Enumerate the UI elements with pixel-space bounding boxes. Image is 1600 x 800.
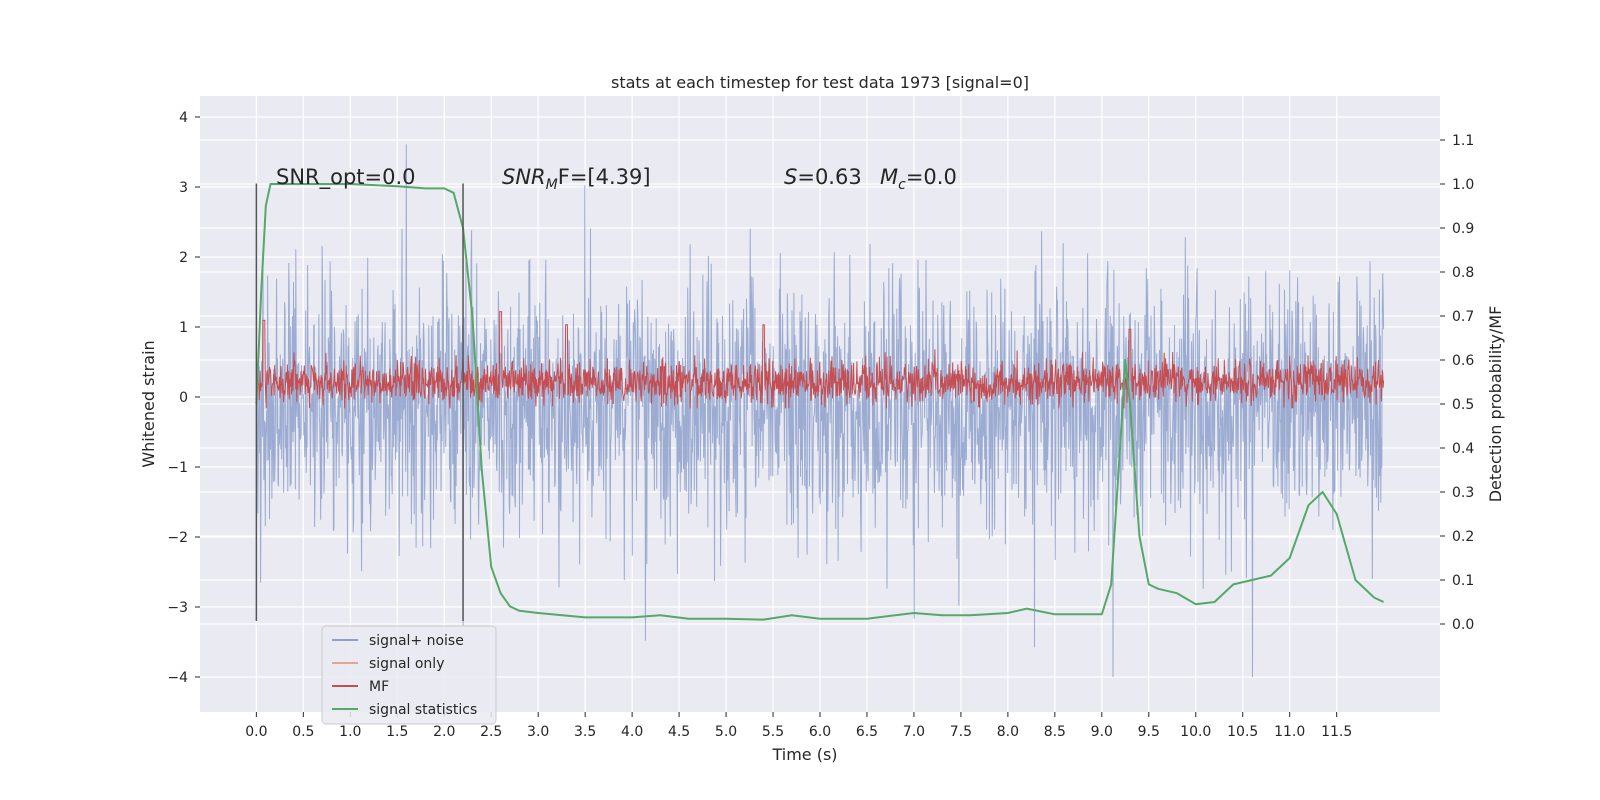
legend-box <box>321 625 497 725</box>
x-tick-label: 11.5 <box>1321 724 1352 740</box>
vertical-markers <box>255 183 464 621</box>
y-tick-label: −3 <box>167 600 188 616</box>
x-tick-label: 5.0 <box>715 724 737 740</box>
legend: signal+ noise signal only MF signal stat… <box>321 625 497 725</box>
x-tick-label: 1.5 <box>386 724 408 740</box>
annotation-snr-opt: SNR_opt=0.0 <box>276 165 416 190</box>
y2-axis-label: Detection probability/MF <box>1486 306 1505 503</box>
series-signal-noise <box>255 144 1385 678</box>
annotation-s-value: =0.63 <box>797 165 861 189</box>
x-tick-label: 6.5 <box>856 724 878 740</box>
y2-tick-label: 1.0 <box>1452 177 1474 193</box>
x-tick-label: 2.0 <box>433 724 455 740</box>
y2-tick-label: 0.9 <box>1452 221 1474 237</box>
legend-label-signal-statistics: signal statistics <box>369 702 477 718</box>
x-tick-label: 9.0 <box>1091 724 1113 740</box>
y-tick-label: 1 <box>179 320 188 336</box>
grid-lines <box>200 96 1440 712</box>
y-tick-label: −2 <box>167 530 188 546</box>
annotation-snr-mf-value: F=[4.39] <box>558 165 651 189</box>
y-axis-ticks: 4 3 2 1 0 −1 −2 −3 −4 <box>167 110 200 686</box>
x-tick-label: 0.5 <box>292 724 314 740</box>
legend-label-signal-noise: signal+ noise <box>369 633 464 649</box>
x-tick-label: 10.0 <box>1180 724 1211 740</box>
annotation-snr-mf-subscript: M <box>546 177 558 193</box>
x-tick-label: 4.5 <box>668 724 690 740</box>
x-tick-label: 8.5 <box>1044 724 1066 740</box>
x-tick-label: 3.5 <box>574 724 596 740</box>
y2-tick-label: 0.8 <box>1452 265 1474 281</box>
x-tick-label: 1.0 <box>339 724 361 740</box>
annotation-mc-value: =0.0 <box>906 165 957 189</box>
y2-tick-label: 1.1 <box>1452 133 1474 149</box>
y2-tick-label: 0.4 <box>1452 441 1474 457</box>
y-tick-label: −1 <box>167 460 188 476</box>
y2-tick-label: 0.5 <box>1452 397 1474 413</box>
series-signal-statistics <box>255 183 1385 621</box>
y-axis-label: Whitened strain <box>139 340 158 467</box>
x-axis-label: Time (s) <box>771 745 837 764</box>
legend-label-mf: MF <box>369 679 389 695</box>
series-mf <box>255 311 1385 409</box>
x-tick-label: 2.5 <box>480 724 502 740</box>
x-tick-label: 9.5 <box>1138 724 1160 740</box>
chart-title: stats at each timestep for test data 197… <box>611 73 1029 92</box>
x-tick-label: 7.0 <box>903 724 925 740</box>
annotation-s: S=0.63 <box>784 165 862 189</box>
y-tick-label: 4 <box>179 110 188 126</box>
annotation-snr-mf-symbol: SNR <box>502 165 546 189</box>
data-layer <box>255 144 1385 678</box>
legend-label-signal-only: signal only <box>369 656 444 672</box>
x-tick-label: 5.5 <box>762 724 784 740</box>
y2-tick-label: 0.3 <box>1452 485 1474 501</box>
annotation-mc-symbol: M <box>880 165 898 189</box>
y2-tick-label: 0.0 <box>1452 617 1474 633</box>
y2-tick-label: 0.1 <box>1452 573 1474 589</box>
y2-tick-label: 0.2 <box>1452 529 1474 545</box>
annotation-snr-mf: SNRMF=[4.39] <box>502 165 651 193</box>
x-tick-label: 10.5 <box>1227 724 1258 740</box>
y2-tick-label: 0.6 <box>1452 353 1474 369</box>
annotation-mc: Mc=0.0 <box>880 165 957 193</box>
x-tick-label: 11.0 <box>1274 724 1305 740</box>
y-tick-label: 0 <box>179 390 188 406</box>
y2-axis-ticks: 1.1 1.0 0.9 0.8 0.7 0.6 0.5 0.4 0.3 0.2 0.1 0.0 <box>1440 133 1474 633</box>
y2-tick-label: 0.7 <box>1452 309 1474 325</box>
annotation-s-symbol: S <box>784 165 797 189</box>
x-axis-ticks: 0.0 0.5 1.0 1.5 2.0 2.5 3.0 3.5 4.0 4.5 5.0 5.5 6.0 6… <box>245 712 1352 740</box>
x-tick-label: 0.0 <box>245 724 267 740</box>
x-tick-label: 7.5 <box>950 724 972 740</box>
x-tick-label: 4.0 <box>621 724 643 740</box>
y-tick-label: 3 <box>179 180 188 196</box>
annotation-mc-subscript: c <box>898 177 906 193</box>
x-tick-label: 6.0 <box>809 724 831 740</box>
y-tick-label: 2 <box>179 250 188 266</box>
x-tick-label: 8.0 <box>997 724 1019 740</box>
y-tick-label: −4 <box>167 670 188 686</box>
x-tick-label: 3.0 <box>527 724 549 740</box>
